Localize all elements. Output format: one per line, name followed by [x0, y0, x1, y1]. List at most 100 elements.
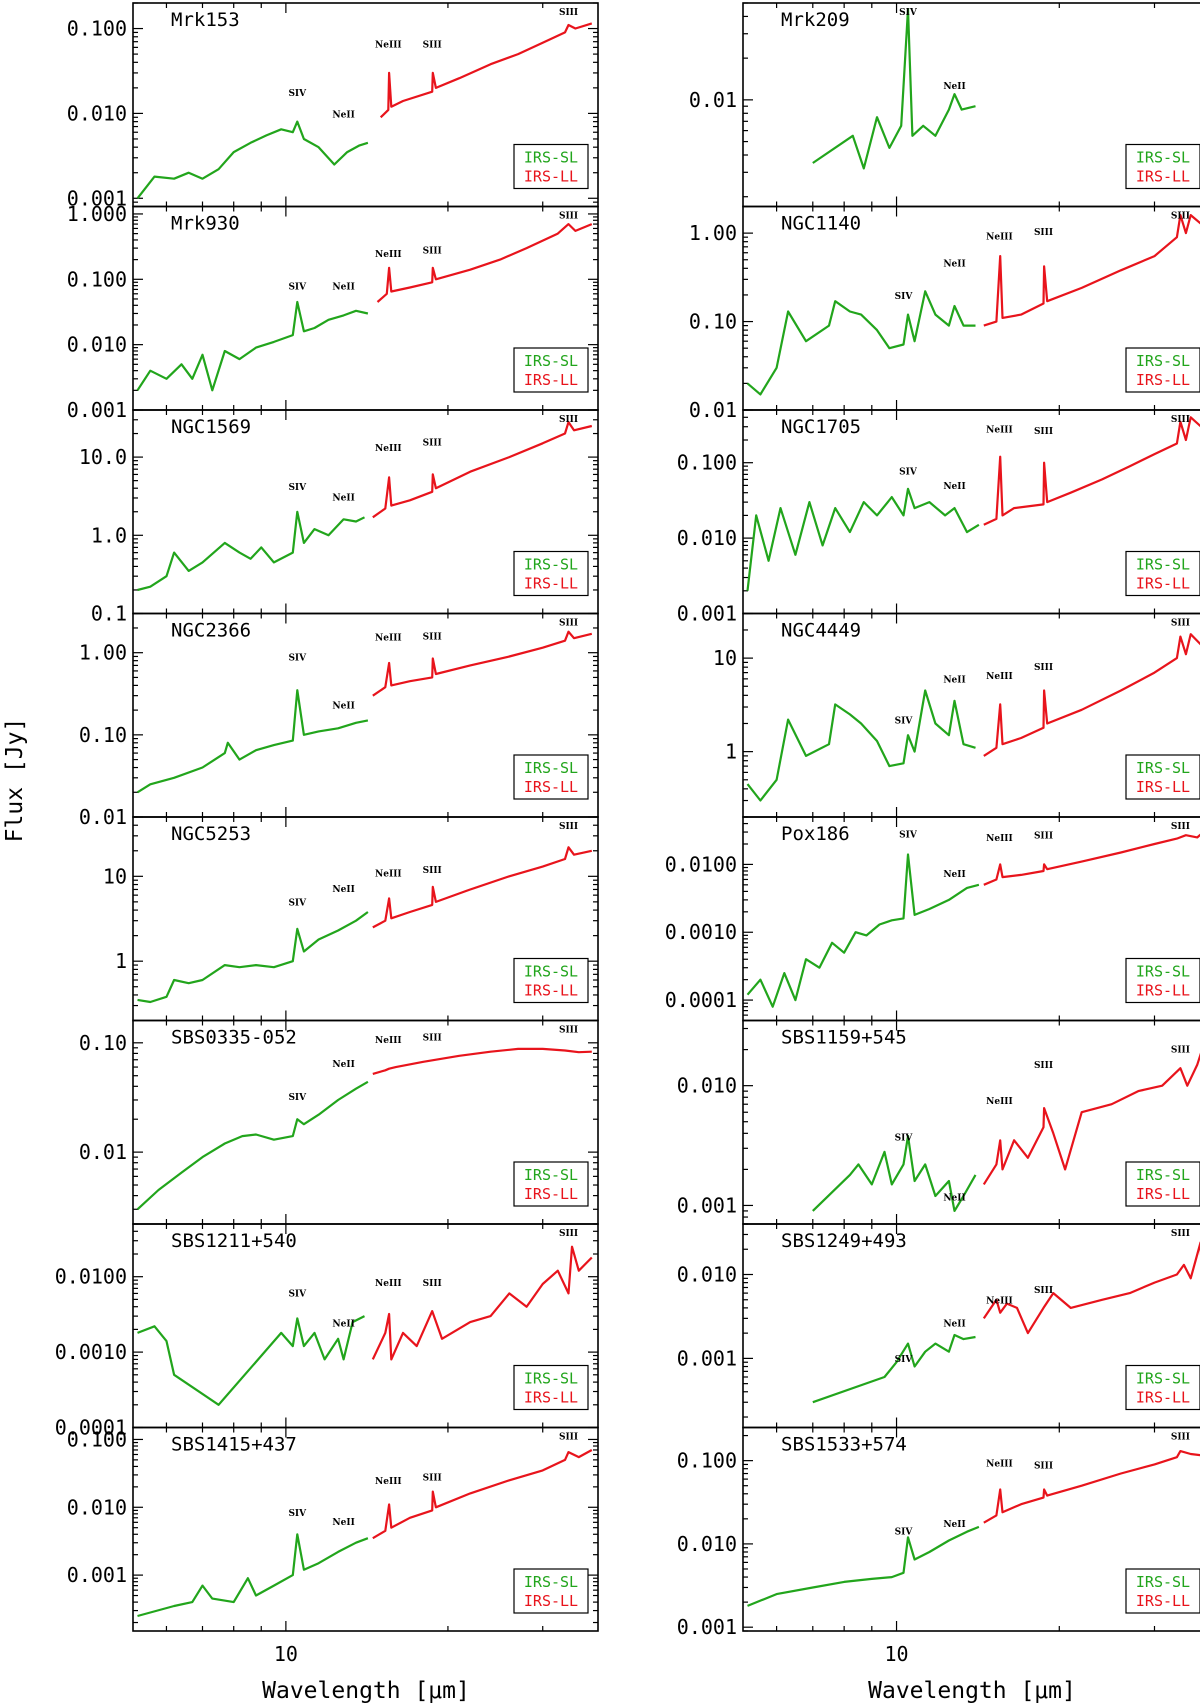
y-tick-label: 0.010 — [677, 1263, 737, 1287]
legend-box — [1125, 550, 1200, 597]
legend-box — [513, 754, 589, 800]
y-tick-label: 1 — [115, 949, 127, 973]
spectrum-panel: 0.001 0.010 SIV NeII NeIII SIII SIII SBS1159+54… — [677, 1019, 1200, 1225]
irs-sl-spectrum-line — [137, 1315, 365, 1406]
panel-grid: 0.001 0.010 0.100 SIV NeII NeIII SIII SIII Mrk15… — [55, 2, 1200, 1666]
y-tick-label: 0.01 — [689, 398, 737, 422]
galaxy-name: NGC2366 — [171, 620, 251, 642]
galaxy-name: SBS0335-052 — [171, 1027, 297, 1049]
emission-line-label: SIII — [1034, 1061, 1053, 1071]
emission-line-label: SIII — [423, 439, 442, 449]
y-tick-label: 0.010 — [677, 1074, 737, 1098]
legend-entry-irs-sl: IRS-SL — [524, 352, 578, 370]
y-tick-label: 0.100 — [677, 1449, 737, 1473]
y-tick-label: 0.001 — [67, 398, 127, 422]
y-tick-label: 0.010 — [67, 1495, 127, 1519]
y-tick-label: 0.010 — [677, 1532, 737, 1556]
emission-line-label: SIII — [559, 1026, 578, 1036]
y-tick-label: 10.0 — [79, 445, 127, 469]
irs-ll-spectrum-line — [983, 633, 1200, 757]
y-tick-label: 0.100 — [67, 17, 127, 41]
emission-line-label: NeIII — [986, 1097, 1013, 1107]
y-tick-label: 0.0001 — [665, 988, 737, 1012]
legend-entry-irs-ll: IRS-LL — [524, 1389, 578, 1407]
emission-line-label: SIII — [559, 1433, 578, 1443]
y-tick-label: 1.0 — [91, 523, 127, 547]
spectrum-panel: 0.001 0.010 0.100 SIV NeII NeIII SIII SIII Mrk15… — [67, 2, 599, 210]
emission-line-label: NeIII — [375, 869, 402, 879]
legend-entry-irs-ll: IRS-LL — [524, 575, 578, 593]
legend-entry-irs-sl: IRS-SL — [524, 149, 578, 167]
legend-box — [513, 347, 589, 393]
emission-line-label: SIII — [1034, 832, 1053, 842]
irs-ll-spectrum-line — [372, 846, 593, 929]
irs-ll-spectrum-line — [376, 223, 593, 303]
emission-line-label: NeIII — [375, 1036, 402, 1046]
legend-box — [1125, 1568, 1200, 1614]
irs-ll-spectrum-line — [372, 1449, 593, 1540]
emission-line-label: SIII — [1171, 415, 1190, 425]
x-tick-label: 10 — [884, 1642, 908, 1666]
emission-line-label: SIII — [423, 1279, 442, 1289]
y-tick-label: 0.010 — [67, 101, 127, 125]
spectrum-panel: 0.01 0.10 1.00 SIV NeII NeIII SIII SIII NGC1140 I… — [689, 205, 1200, 422]
emission-line-label: NeII — [943, 1193, 965, 1203]
irs-sl-spectrum-line — [136, 689, 369, 794]
emission-line-label: NeII — [332, 885, 354, 895]
spectrum-panel: 0.001 0.010 0.100 SIV NeII NeIII SIII SIII NGC17… — [677, 409, 1200, 626]
y-tick-label: 0.0010 — [55, 1340, 127, 1364]
galaxy-name: SBS1159+545 — [781, 1027, 907, 1049]
y-tick-label: 0.100 — [677, 451, 737, 475]
emission-line-label: SIV — [899, 467, 918, 477]
galaxy-name: NGC4449 — [781, 620, 861, 642]
emission-line-label: SIII — [1171, 822, 1190, 832]
emission-line-label: NeIII — [375, 1477, 402, 1487]
legend-box — [1125, 1161, 1200, 1207]
legend-box — [1125, 143, 1200, 190]
emission-line-label: SIV — [895, 716, 914, 726]
irs-ll-spectrum-line — [982, 1241, 1200, 1335]
emission-line-label: SIV — [288, 1289, 307, 1299]
emission-line-label: SIII — [1171, 212, 1190, 222]
emission-line-label: SIII — [559, 8, 578, 18]
emission-line-label: SIV — [288, 282, 307, 292]
irs-sl-spectrum-line — [812, 8, 976, 170]
emission-line-label: NeIII — [986, 1460, 1013, 1470]
irs-sl-spectrum-line — [137, 1533, 369, 1618]
panel-frame — [742, 1426, 1200, 1632]
irs-sl-spectrum-line — [137, 911, 369, 1004]
irs-ll-spectrum-line — [379, 22, 593, 119]
legend-entry-irs-sl: IRS-SL — [1136, 963, 1190, 981]
emission-line-label: NeII — [332, 1518, 354, 1528]
emission-line-label: SIII — [423, 40, 442, 50]
irs-sl-spectrum-line — [746, 853, 980, 1008]
legend-box — [513, 143, 589, 190]
legend-entry-irs-ll: IRS-LL — [1136, 371, 1190, 389]
emission-line-label: NeII — [332, 493, 354, 503]
emission-line-label: SIII — [559, 212, 578, 222]
emission-line-label: NeII — [332, 282, 354, 292]
emission-line-label: NeII — [943, 870, 965, 880]
emission-line-label: NeII — [943, 1520, 965, 1530]
legend-box — [1125, 754, 1200, 800]
y-tick-label: 0.0001 — [55, 1416, 127, 1440]
emission-line-label: SIV — [288, 1509, 307, 1519]
legend-entry-irs-sl: IRS-SL — [1136, 1573, 1190, 1591]
spectrum-panel: 0.001 0.010 0.100 1.000 SIV NeII NeIII SIII SIII… — [67, 202, 599, 422]
legend-entry-irs-sl: IRS-SL — [524, 1166, 578, 1184]
emission-line-label: SIII — [423, 1033, 442, 1043]
emission-line-label: SIII — [1034, 228, 1053, 238]
spectrum-panel: 0.0001 0.0010 0.0100 SIV NeII NeIII SIII SIII Po… — [665, 816, 1200, 1022]
galaxy-name: NGC1705 — [781, 416, 861, 438]
emission-line-label: NeIII — [986, 426, 1013, 436]
legend-entry-irs-sl: IRS-SL — [1136, 759, 1190, 777]
emission-line-label: NeII — [943, 1319, 965, 1329]
legend-entry-irs-ll: IRS-LL — [524, 371, 578, 389]
legend-box — [1125, 957, 1200, 1004]
emission-line-label: SIII — [1034, 1462, 1053, 1472]
irs-ll-spectrum-line — [371, 1245, 593, 1361]
emission-line-label: SIII — [559, 822, 578, 832]
emission-line-label: NeIII — [375, 40, 402, 50]
legend-entry-irs-sl: IRS-SL — [524, 759, 578, 777]
irs-sl-spectrum-line — [812, 1134, 977, 1213]
